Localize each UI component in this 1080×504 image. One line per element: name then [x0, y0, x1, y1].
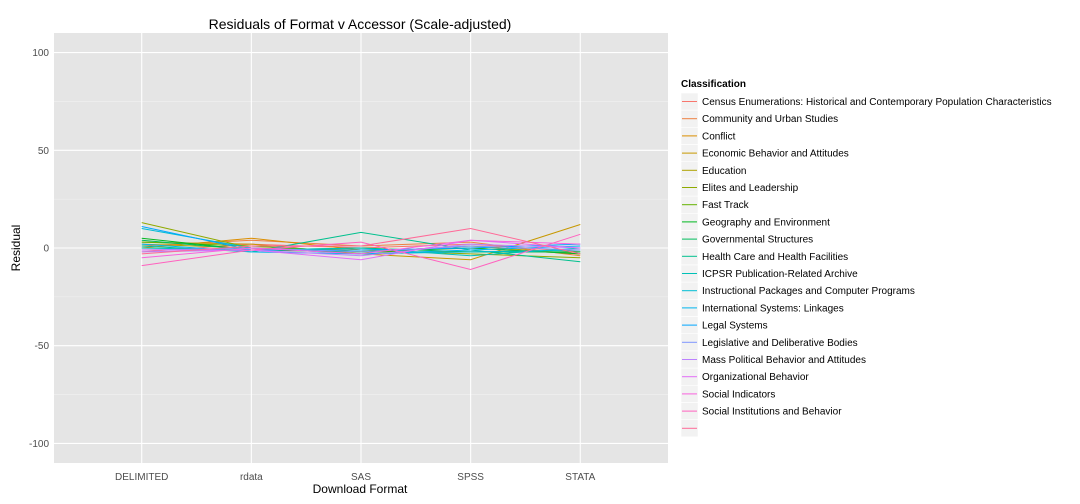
- x-axis-ticks: DELIMITED rdata SAS SPSS STATA: [115, 472, 596, 483]
- y-axis-title: Residual: [9, 225, 23, 272]
- legend-label: International Systems: Linkages: [702, 303, 844, 314]
- legend-label: Geography and Environment: [702, 217, 830, 228]
- chart-title: Residuals of Format v Accessor (Scale-ad…: [209, 16, 512, 32]
- series-line: [141, 239, 581, 261]
- legend-label: Social Indicators: [702, 389, 775, 400]
- legend-label: Fast Track: [702, 200, 750, 211]
- x-tick-label: rdata: [240, 472, 263, 483]
- y-axis-ticks: 100 50 0 -50 -100: [29, 48, 49, 450]
- legend-label: Census Enumerations: Historical and Cont…: [702, 97, 1052, 108]
- legend: Census Enumerations: Historical and Cont…: [680, 92, 1052, 438]
- legend-label: Legislative and Deliberative Bodies: [702, 338, 858, 349]
- y-tick-label: -50: [35, 341, 50, 352]
- legend-label: Organizational Behavior: [702, 372, 809, 383]
- y-tick-label: -100: [29, 439, 49, 450]
- x-axis-title: Download Format: [313, 482, 408, 496]
- legend-label: Community and Urban Studies: [702, 114, 838, 125]
- legend-label: Mass Political Behavior and Attitudes: [702, 355, 866, 366]
- legend-label: Instructional Packages and Computer Prog…: [702, 286, 915, 297]
- series-line: [141, 243, 581, 257]
- legend-label: ICPSR Publication-Related Archive: [702, 269, 858, 280]
- legend-label: Economic Behavior and Attitudes: [702, 149, 849, 160]
- legend-label: Health Care and Health Facilities: [702, 252, 848, 263]
- y-tick-label: 50: [38, 146, 50, 157]
- x-tick-label: STATA: [565, 472, 595, 483]
- series-lines: [141, 222, 581, 271]
- legend-label: Legal Systems: [702, 321, 768, 332]
- legend-label: Elites and Leadership: [702, 183, 799, 194]
- series-line: [141, 226, 581, 251]
- x-tick-label: DELIMITED: [115, 472, 168, 483]
- legend-label: Conflict: [702, 131, 736, 142]
- legend-label: Governmental Structures: [702, 235, 813, 246]
- legend-label: Education: [702, 166, 746, 177]
- legend-title: Classification: [681, 79, 746, 90]
- series-line: [141, 227, 581, 255]
- x-tick-label: SAS: [351, 472, 371, 483]
- y-tick-label: 0: [43, 244, 49, 255]
- x-tick-label: SPSS: [457, 472, 484, 483]
- series-line: [141, 233, 581, 271]
- y-tick-label: 100: [32, 48, 49, 59]
- series-line: [141, 239, 581, 259]
- legend-label: Social Institutions and Behavior: [702, 407, 842, 418]
